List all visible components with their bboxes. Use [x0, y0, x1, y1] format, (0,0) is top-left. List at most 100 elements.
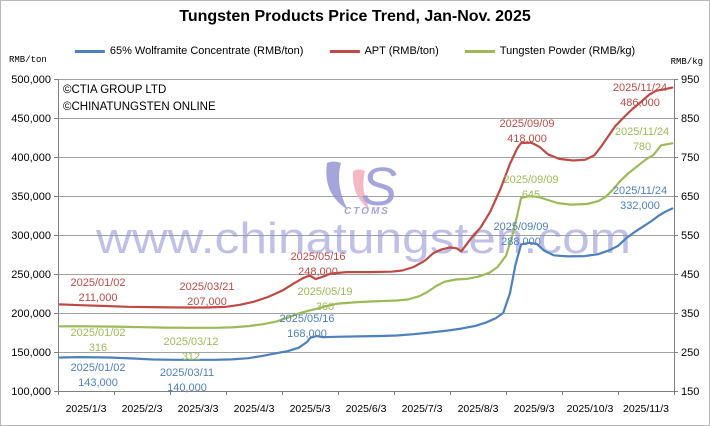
y-axis-label-left: 250,000: [11, 269, 51, 281]
annotation-value: 316: [89, 342, 107, 354]
annotation-apt: 2025/11/24 486,000: [613, 82, 667, 109]
legend-label-apt: APT (RMB/ton): [364, 45, 439, 57]
y-axis-label-right: 250: [681, 347, 699, 359]
y-axis-label-left: 450,000: [11, 113, 51, 125]
annotation-value: 780: [633, 141, 651, 153]
annotation-powder: 2025/05/19 360: [297, 286, 352, 313]
chart-title: Tungsten Products Price Trend, Jan-Nov. …: [179, 8, 531, 25]
annotation-wolframite: 2025/05/16 168,000: [279, 313, 334, 340]
annotation-date: 2025/09/09: [493, 221, 548, 233]
annotation-value: 312: [182, 351, 200, 363]
y-axis-label-right: 650: [681, 191, 699, 203]
x-axis-label: 2025/6/3: [346, 403, 387, 415]
annotation-value: 645: [522, 189, 540, 201]
axes: [54, 79, 678, 395]
annotation-wolframite: 2025/11/24 332,000: [613, 185, 667, 212]
annotation-powder: 2025/01/02 316: [70, 327, 125, 354]
legend-item-wolframite: 65% Wolframite Concentrate (RMB/ton): [74, 45, 304, 57]
x-axis-label: 2025/7/3: [402, 403, 443, 415]
logo-text: CTOMS: [344, 206, 390, 217]
series-line-wolframite: [58, 207, 674, 361]
wolframite-line-swatch: [74, 49, 105, 53]
annotation-wolframite: 2025/03/11 140,000: [160, 367, 214, 394]
annotation-date: 2025/03/21: [179, 281, 234, 293]
annotation-value: 140,000: [167, 382, 207, 394]
y-axis-label-right: 750: [681, 152, 699, 164]
annotation-apt: 2025/01/02 211,000: [70, 277, 125, 304]
annotation-value: 248,000: [298, 266, 338, 278]
copyright-line-1: ©CTIA GROUP LTD: [63, 84, 167, 96]
copyright-line-2: ©CHINATUNGSTEN ONLINE: [63, 101, 216, 113]
annotation-value: 486,000: [620, 97, 660, 109]
x-axis-label: 2025/4/3: [234, 403, 275, 415]
y-axis-label-right: 550: [681, 230, 699, 242]
logo-s-swoosh: S: [361, 157, 397, 217]
y-axis-label-right: 350: [681, 308, 699, 320]
annotation-apt: 2025/09/09 418,000: [499, 118, 554, 145]
annotation-value: 207,000: [187, 296, 227, 308]
series-line-apt: [58, 86, 674, 309]
annotation-value: 418,000: [507, 133, 547, 145]
annotation-date: 2025/05/19: [297, 286, 352, 298]
legend: 65% Wolframite Concentrate (RMB/ton) APT…: [74, 45, 635, 57]
x-axis-label: 2025/3/3: [178, 403, 219, 415]
x-axis-label: 2025/9/3: [514, 403, 555, 415]
y-axis-label-left: 300,000: [11, 230, 51, 242]
annotation-value: 360: [316, 301, 334, 313]
annotation-date: 2025/03/11: [160, 367, 214, 379]
annotation-value: 168,000: [287, 328, 327, 340]
annotation-value: 143,000: [78, 377, 118, 389]
annotation-date: 2025/05/16: [290, 251, 345, 263]
left-axis-unit: RMB/ton: [9, 55, 47, 65]
annotation-wolframite: 2025/01/02 143,000: [70, 362, 125, 389]
logo-swoosh-left: [326, 161, 348, 210]
annotation-apt: 2025/05/16 248,000: [290, 251, 345, 278]
y-axis-label-left: 400,000: [11, 152, 51, 164]
annotation-date: 2025/01/02: [70, 362, 125, 374]
annotation-value: 332,000: [620, 200, 660, 212]
powder-line-swatch: [464, 49, 495, 53]
x-axis-label: 2025/5/3: [290, 403, 331, 415]
annotation-date: 2025/11/24: [613, 82, 667, 94]
y-axis-label-left: 500,000: [11, 74, 51, 86]
annotation-powder: 2025/03/12 312: [163, 336, 218, 363]
y-axis-label-right: 150: [681, 386, 699, 398]
legend-item-powder: Tungsten Powder (RMB/kg): [464, 45, 635, 57]
right-axis-unit: RMB/kg: [670, 57, 703, 67]
x-axis-label: 2025/11/3: [623, 403, 669, 415]
axis-labels: 500,000 450,000 400,000 350,000 300,000 250,0…: [11, 74, 699, 415]
legend-item-apt: APT (RMB/ton): [329, 45, 439, 57]
annotation-wolframite: 2025/09/09 288,000: [493, 221, 548, 248]
logo-swoosh-middle: [352, 169, 370, 210]
x-axis-label: 2025/10/3: [567, 403, 614, 415]
y-axis-label-right: 450: [681, 269, 699, 281]
annotation-value: 288,000: [501, 236, 541, 248]
y-axis-label-right: 850: [681, 113, 699, 125]
annotation-date: 2025/05/16: [279, 313, 334, 325]
x-axis-label: 2025/2/3: [122, 403, 163, 415]
legend-label-wolframite: 65% Wolframite Concentrate (RMB/ton): [109, 45, 304, 57]
annotation-date: 2025/11/24: [615, 126, 669, 138]
series-line-powder: [58, 142, 674, 329]
annotations: 2025/01/02211,0002025/01/023162025/01/02…: [70, 82, 669, 394]
annotation-apt: 2025/03/21 207,000: [179, 281, 234, 308]
gridlines: [58, 79, 674, 353]
y-axis-label-right: 950: [681, 74, 699, 86]
annotation-date: 2025/01/02: [70, 327, 125, 339]
annotation-date: 2025/11/24: [613, 185, 667, 197]
y-axis-label-left: 200,000: [11, 308, 51, 320]
watermark-text: www.chinatungsten.com: [95, 214, 631, 263]
annotation-value: 211,000: [79, 292, 118, 304]
y-axis-label-left: 150,000: [11, 347, 51, 359]
apt-line-swatch: [329, 49, 360, 53]
annotation-powder: 2025/11/24 780: [615, 126, 669, 153]
annotation-date: 2025/09/09: [499, 118, 554, 130]
x-axis-label: 2025/1/3: [66, 403, 107, 415]
copyright-notice: ©CTIA GROUP LTD ©CHINATUNGSTEN ONLINE: [63, 82, 216, 116]
y-axis-label-left: 100,000: [11, 386, 51, 398]
annotation-date: 2025/03/12: [163, 336, 218, 348]
annotation-date: 2025/01/02: [70, 277, 125, 289]
x-axis-label: 2025/8/3: [458, 403, 499, 415]
y-axis-label-left: 350,000: [11, 191, 51, 203]
